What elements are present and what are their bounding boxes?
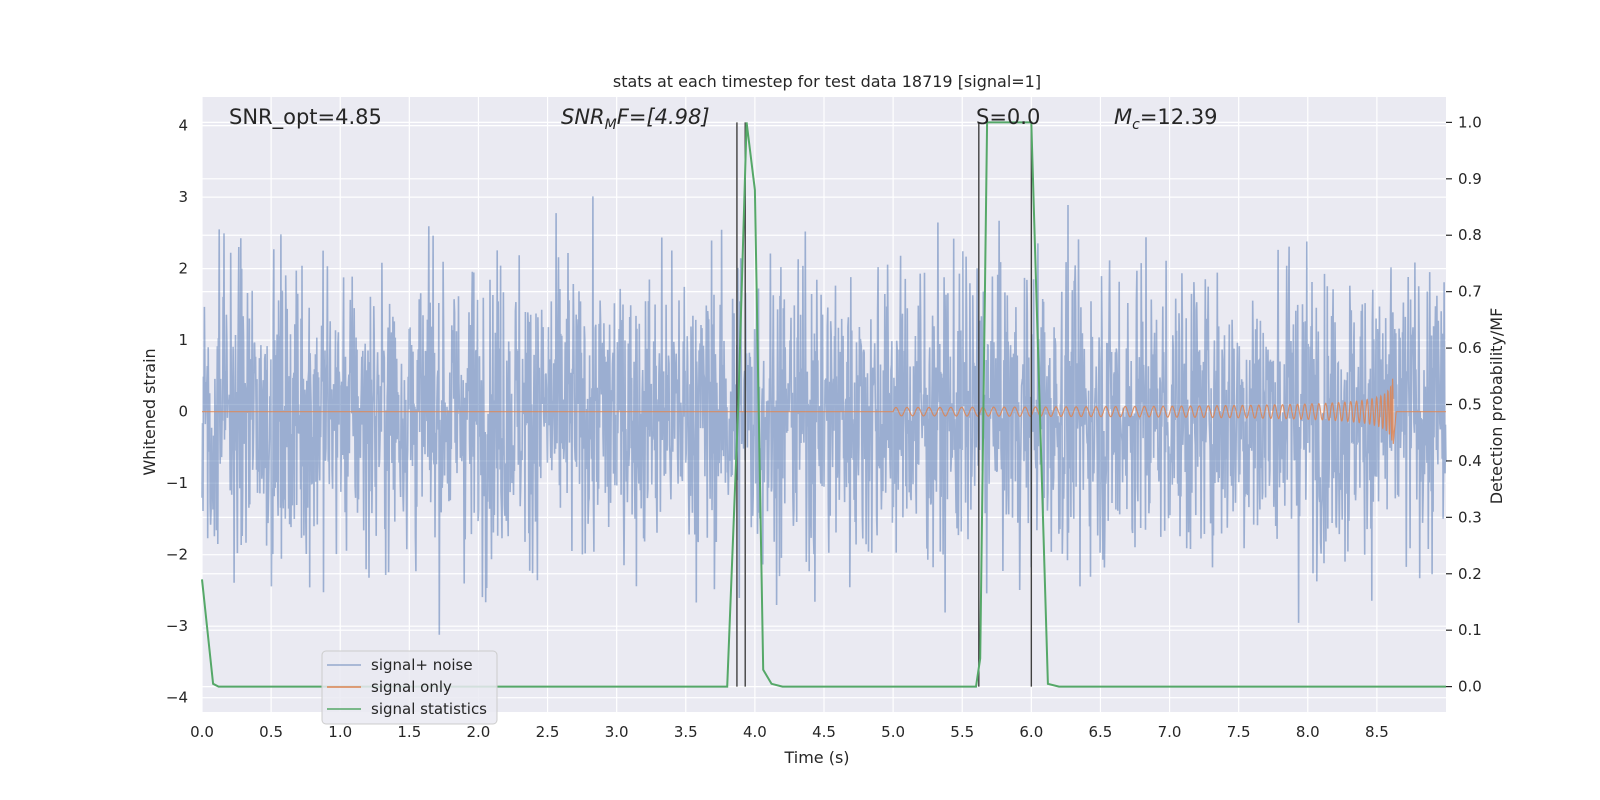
series-signal-only xyxy=(202,378,1446,444)
axes: 0.0 0.5 1.0 1.5 2.0 2.5 3.0 3.5 4.0 4.5 5.0 5.5 6.0 6… xyxy=(166,113,1482,741)
y2-tick-label: 0.5 xyxy=(1458,396,1482,414)
y2-tick-label: 0.0 xyxy=(1458,678,1482,696)
y-tick-label: 2 xyxy=(178,260,188,278)
y-tick-label: 4 xyxy=(178,117,188,135)
x-tick-label: 2.0 xyxy=(467,723,491,741)
y2-axis-label: Detection probability/MF xyxy=(1487,308,1506,505)
x-tick-label: 3.5 xyxy=(674,723,698,741)
y-tick-label: 0 xyxy=(178,403,188,421)
x-tick-label: 1.5 xyxy=(397,723,421,741)
y2-tick-label: 0.2 xyxy=(1458,565,1482,583)
y-tick-label: −4 xyxy=(166,689,188,707)
legend: signal+ noise signal only signal statist… xyxy=(321,650,498,725)
x-tick-label: 1.0 xyxy=(328,723,352,741)
y2-tick-label: 0.1 xyxy=(1458,621,1482,639)
y2-tick-label: 0.3 xyxy=(1458,508,1482,526)
x-tick-label: 8.5 xyxy=(1365,723,1389,741)
legend-label-signal-only: signal only xyxy=(371,678,452,696)
x-axis-label: Time (s) xyxy=(783,748,849,767)
signal-plus-noise-line xyxy=(201,196,1447,635)
y2-tick-label: 1.0 xyxy=(1458,113,1482,131)
snr-mf-annotation: SNRMF=[4.98] xyxy=(561,105,710,133)
x-tick-label: 6.5 xyxy=(1089,723,1113,741)
series-signal-plus-noise xyxy=(201,196,1447,635)
x-tick-label: 7.5 xyxy=(1227,723,1251,741)
chart-title: stats at each timestep for test data 187… xyxy=(613,72,1041,91)
mc-annotation: Mc=12.39 xyxy=(1114,105,1218,133)
x-tick-label: 6.0 xyxy=(1019,723,1043,741)
legend-box xyxy=(321,650,498,725)
y-axis-label: Whitened strain xyxy=(140,348,159,475)
mc-base: M xyxy=(1114,105,1132,129)
x-tick-label: 4.0 xyxy=(743,723,767,741)
snr-opt-annotation: SNR_opt=4.85 xyxy=(229,105,382,130)
x-tick-label: 3.0 xyxy=(605,723,629,741)
y-tick-label: −1 xyxy=(166,474,188,492)
legend-label-signal-plus-noise: signal+ noise xyxy=(371,656,473,674)
snr-mf-sub: M xyxy=(605,117,617,133)
y2-tick-label: 0.8 xyxy=(1458,226,1482,244)
signal-only-line xyxy=(202,378,1446,444)
s-annotation-text: S=0.0 xyxy=(976,105,1040,129)
y2-tick-label: 0.7 xyxy=(1458,283,1482,301)
y-tick-label: 1 xyxy=(178,331,188,349)
y-tick-label: −3 xyxy=(166,617,188,635)
series-signal-statistics xyxy=(201,121,1446,688)
x-tick-label: 7.0 xyxy=(1158,723,1182,741)
signal-statistics-line xyxy=(201,121,1446,688)
x-tick-label: 8.0 xyxy=(1296,723,1320,741)
mc-sub: c xyxy=(1132,117,1140,133)
y2-tick-label: 0.4 xyxy=(1458,452,1482,470)
snr-mf-rest: F=[4.98] xyxy=(617,105,710,129)
x-tick-label: 5.0 xyxy=(881,723,905,741)
mc-rest: =12.39 xyxy=(1140,105,1218,129)
snr-mf-base: SNR xyxy=(561,105,605,129)
x-tick-label: 4.5 xyxy=(812,723,836,741)
y-tick-label: 3 xyxy=(178,188,188,206)
x-tick-label: 0.0 xyxy=(190,723,214,741)
x-tick-label: 0.5 xyxy=(259,723,283,741)
y2-tick-label: 0.9 xyxy=(1458,170,1482,188)
x-tick-label: 5.5 xyxy=(950,723,974,741)
y2-tick-label: 0.6 xyxy=(1458,339,1482,357)
event-markers xyxy=(736,122,1033,687)
s-annotation: S=0.0 xyxy=(976,105,1040,129)
legend-label-signal-statistics: signal statistics xyxy=(371,700,487,718)
y-tick-label: −2 xyxy=(166,546,188,564)
x-tick-label: 2.5 xyxy=(536,723,560,741)
